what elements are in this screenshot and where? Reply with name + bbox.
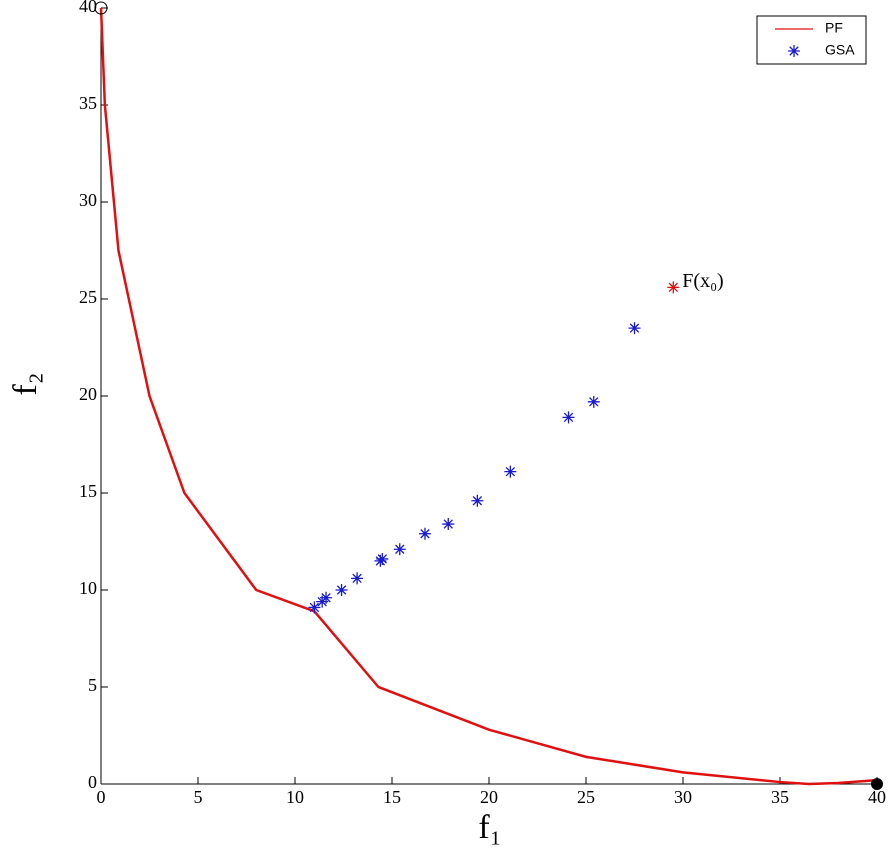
legend-box — [756, 15, 867, 65]
legend: PF GSA — [756, 15, 867, 65]
y-tick-label: 0 — [88, 772, 97, 792]
gsa-point — [376, 552, 389, 565]
y-axis-label: f₂ — [7, 372, 44, 395]
x-tick-label: 30 — [674, 787, 692, 807]
x-tick-label: 20 — [480, 787, 498, 807]
gsa-point — [628, 322, 641, 335]
y-tick-label: 30 — [79, 190, 97, 210]
x-tick-label: 5 — [194, 787, 203, 807]
y-tick-label: 35 — [79, 93, 97, 113]
pf-line — [99, 7, 878, 786]
y-tick-label: 10 — [79, 578, 97, 598]
y-tick-label: 20 — [79, 384, 97, 404]
gsa-point — [562, 411, 575, 424]
legend-label: GSA — [825, 42, 855, 58]
x-tick-label: 0 — [97, 787, 106, 807]
x-tick-label: 35 — [771, 787, 789, 807]
x-axis-label: f₁ — [478, 809, 501, 846]
gsa-point — [320, 591, 333, 604]
extreme-point-open — [94, 1, 108, 15]
y-tick-label: 5 — [88, 675, 97, 695]
initial-point — [667, 281, 680, 294]
x-tick-label: 25 — [577, 787, 595, 807]
extreme-point-filled — [871, 778, 883, 790]
gsa-point — [442, 518, 455, 531]
gsa-point — [335, 584, 348, 596]
annotation: F(x₀) — [682, 270, 723, 292]
y-tick-label: 25 — [79, 287, 97, 307]
gsa-point — [504, 465, 517, 478]
y-tick-label: 40 — [79, 0, 97, 16]
gsa-point — [393, 543, 406, 556]
gsa-point — [587, 395, 600, 408]
y-tick-label: 15 — [79, 481, 97, 501]
x-tick-label: 15 — [383, 787, 401, 807]
x-tick-label: 10 — [286, 787, 304, 807]
legend-label: PF — [825, 20, 843, 36]
gsa-point — [351, 572, 364, 585]
gsa-point — [418, 527, 431, 540]
gsa-point — [471, 494, 484, 507]
x-tick-label: 40 — [868, 787, 886, 807]
legend-swatch — [788, 45, 800, 57]
gsa-point — [308, 601, 321, 614]
